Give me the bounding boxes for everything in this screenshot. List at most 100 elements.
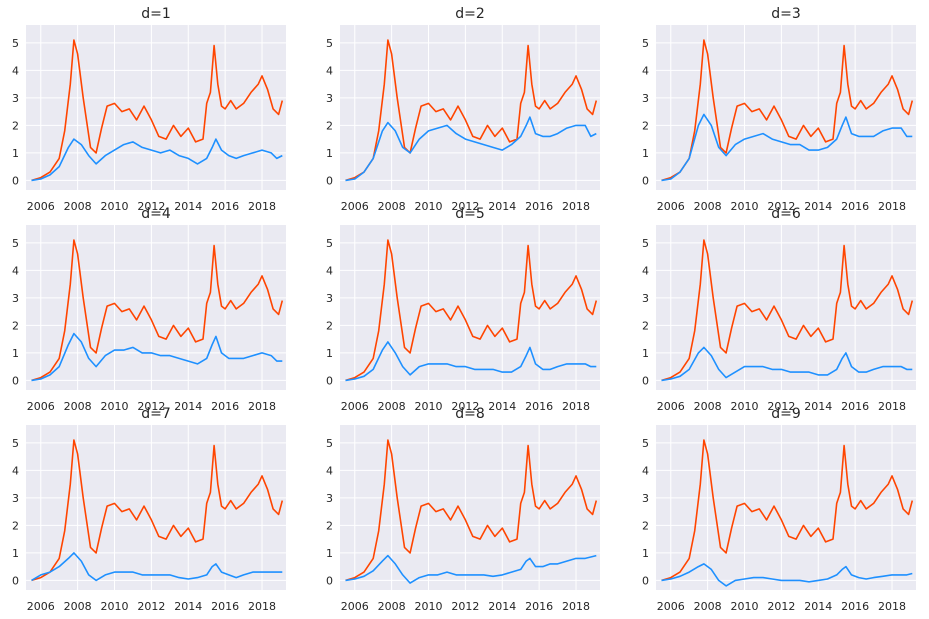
y-tick-label: 0 <box>12 174 19 187</box>
y-tick-label: 5 <box>326 237 333 250</box>
y-tick-label: 1 <box>12 347 19 360</box>
y-tick-label: 3 <box>642 492 649 505</box>
plot-area <box>26 25 286 190</box>
series-line-blue <box>345 116 597 182</box>
subplot-7: 0 1 2 3 4 5 2006 2008 2010 2012 2014 2016 2018 d=7 <box>12 406 286 613</box>
subplot-8: 0 1 2 3 4 5 2006 2008 2010 2012 2014 2016 2018 d=8 <box>326 406 600 613</box>
x-tick-label: 2018 <box>248 200 276 213</box>
y-tick-label: 1 <box>326 547 333 560</box>
x-tick-label: 2008 <box>64 200 92 213</box>
x-tick-label: 2008 <box>378 200 406 213</box>
y-tick-label: 3 <box>12 292 19 305</box>
x-tick-label: 2006 <box>657 200 685 213</box>
subplot-title: d=3 <box>771 6 801 22</box>
subplot-title: d=5 <box>455 206 485 222</box>
y-tick-label: 0 <box>12 374 19 387</box>
y-tick-label: 2 <box>326 119 333 132</box>
y-tick-label: 4 <box>12 64 19 77</box>
x-tick-label: 2006 <box>657 600 685 613</box>
x-tick-label: 2018 <box>878 200 906 213</box>
y-tick-label: 5 <box>12 437 19 450</box>
x-tick-label: 2016 <box>841 400 869 413</box>
x-tick-label: 2018 <box>878 400 906 413</box>
subplot-title: d=4 <box>141 206 171 222</box>
series-line-orange <box>661 439 914 582</box>
x-tick-label: 2014 <box>174 200 202 213</box>
x-tick-label: 2010 <box>415 200 443 213</box>
subplot-2: 0 1 2 3 4 5 2006 2008 2010 2012 2014 2016 2018 d=2 <box>326 6 600 213</box>
y-tick-label: 1 <box>642 547 649 560</box>
x-tick-label: 2016 <box>841 600 869 613</box>
y-tick-label: 5 <box>642 437 649 450</box>
subplot-9: 0 1 2 3 4 5 2006 2008 2010 2012 2014 2016 2018 d=9 <box>642 406 916 613</box>
x-tick-label: 2018 <box>562 600 590 613</box>
subplot-title: d=1 <box>141 6 171 22</box>
x-tick-label: 2016 <box>211 400 239 413</box>
y-tick-label: 4 <box>642 464 649 477</box>
series-line-blue <box>345 554 597 584</box>
y-tick-label: 2 <box>326 319 333 332</box>
series-line-blue <box>661 346 913 382</box>
x-tick-label: 2014 <box>804 200 832 213</box>
y-tick-label: 2 <box>12 319 19 332</box>
x-tick-label: 2016 <box>841 200 869 213</box>
x-tick-label: 2010 <box>101 600 129 613</box>
x-tick-label: 2018 <box>248 600 276 613</box>
y-tick-label: 0 <box>642 574 649 587</box>
plot-area <box>340 425 600 590</box>
x-tick-label: 2006 <box>341 200 369 213</box>
x-tick-label: 2008 <box>378 600 406 613</box>
series-line-orange <box>31 39 284 182</box>
y-tick-label: 3 <box>12 92 19 105</box>
plot-area <box>656 425 916 590</box>
x-tick-label: 2010 <box>731 600 759 613</box>
y-tick-label: 4 <box>326 264 333 277</box>
y-tick-label: 5 <box>326 437 333 450</box>
series-line-orange <box>345 439 598 582</box>
x-tick-label: 2018 <box>878 600 906 613</box>
y-tick-label: 1 <box>326 347 333 360</box>
y-tick-label: 0 <box>642 174 649 187</box>
x-tick-label: 2012 <box>767 400 795 413</box>
y-tick-label: 5 <box>642 37 649 50</box>
x-tick-label: 2016 <box>211 600 239 613</box>
subplot-title: d=6 <box>771 206 801 222</box>
x-tick-label: 2012 <box>451 200 479 213</box>
x-tick-label: 2010 <box>101 200 129 213</box>
subplot-3: 0 1 2 3 4 5 2006 2008 2010 2012 2014 2016 2018 d=3 <box>642 6 916 213</box>
y-tick-label: 5 <box>12 37 19 50</box>
series-line-orange <box>345 239 598 382</box>
x-tick-label: 2012 <box>137 600 165 613</box>
x-tick-label: 2018 <box>248 400 276 413</box>
x-tick-label: 2006 <box>341 600 369 613</box>
y-tick-label: 2 <box>642 519 649 532</box>
y-tick-label: 2 <box>642 119 649 132</box>
x-tick-label: 2012 <box>137 400 165 413</box>
y-tick-label: 5 <box>326 37 333 50</box>
series-line-blue <box>661 113 913 182</box>
x-tick-label: 2006 <box>27 600 55 613</box>
x-tick-label: 2016 <box>525 600 553 613</box>
y-tick-label: 1 <box>326 147 333 160</box>
y-tick-label: 3 <box>326 492 333 505</box>
plot-area <box>340 25 600 190</box>
x-tick-label: 2014 <box>804 400 832 413</box>
subplot-1: 0 1 2 3 4 5 2006 2008 2010 2012 2014 2016 2018 d=1 <box>12 6 286 213</box>
series-line-blue <box>31 138 283 182</box>
y-tick-label: 4 <box>326 64 333 77</box>
x-tick-label: 2014 <box>488 600 516 613</box>
x-tick-label: 2008 <box>694 400 722 413</box>
y-tick-label: 0 <box>326 374 333 387</box>
subplot-4: 0 1 2 3 4 5 2006 2008 2010 2012 2014 2016 2018 d=4 <box>12 206 286 413</box>
x-tick-label: 2012 <box>767 200 795 213</box>
subplot-title: d=8 <box>455 406 485 422</box>
plot-area <box>340 225 600 390</box>
x-tick-label: 2010 <box>101 400 129 413</box>
x-tick-label: 2008 <box>378 400 406 413</box>
y-tick-label: 3 <box>642 292 649 305</box>
x-tick-label: 2010 <box>415 600 443 613</box>
x-tick-label: 2012 <box>767 600 795 613</box>
subplot-title: d=9 <box>771 406 801 422</box>
y-tick-label: 4 <box>642 264 649 277</box>
